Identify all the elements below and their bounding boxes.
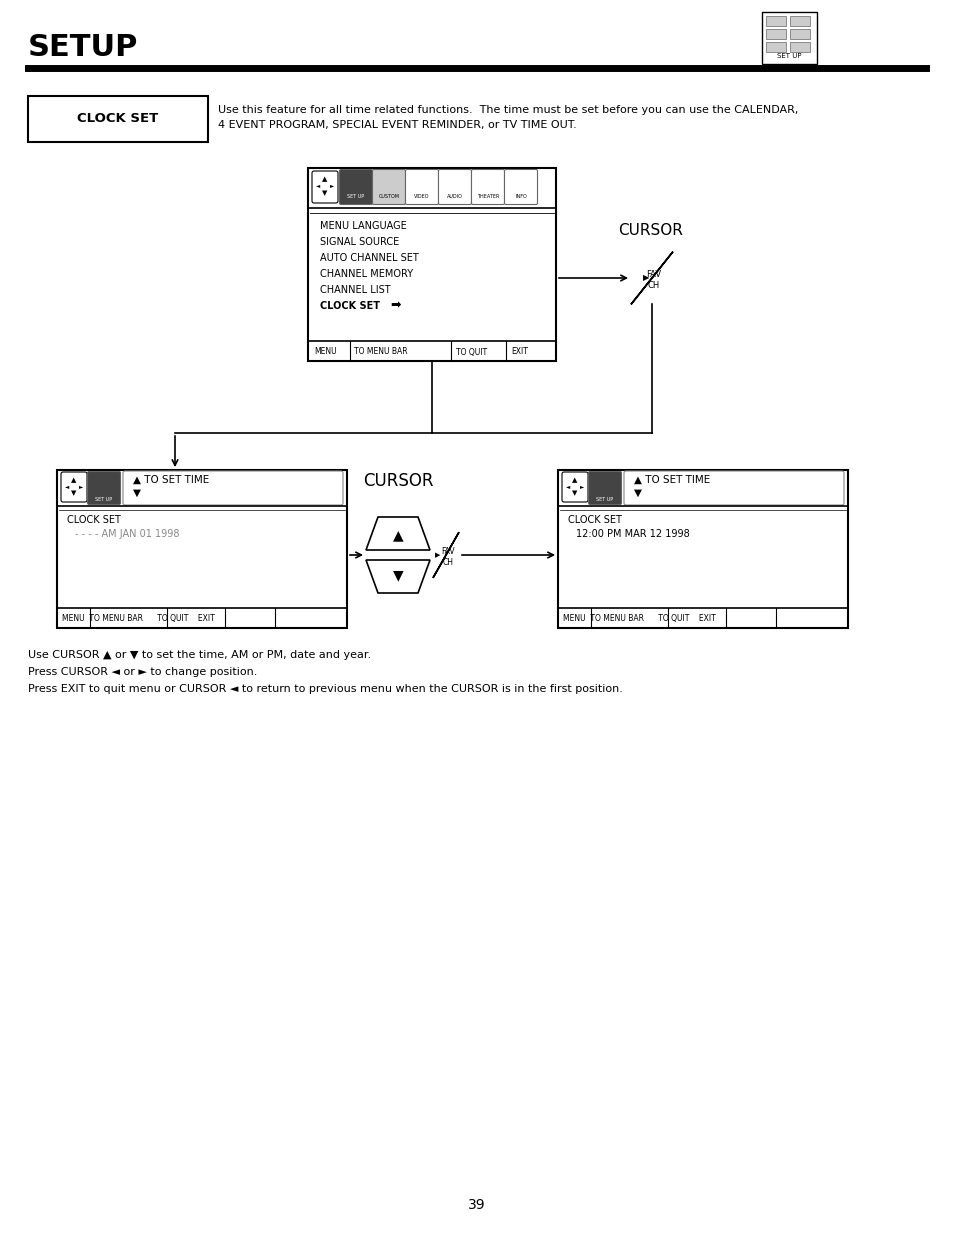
Text: SET UP: SET UP (95, 496, 112, 501)
FancyBboxPatch shape (504, 169, 537, 205)
Text: - - - - AM JAN 01 1998: - - - - AM JAN 01 1998 (75, 529, 179, 538)
Text: CLOCK SET: CLOCK SET (319, 301, 379, 311)
Text: AUDIO: AUDIO (447, 194, 462, 199)
Text: 4 EVENT PROGRAM, SPECIAL EVENT REMINDER, or TV TIME OUT.: 4 EVENT PROGRAM, SPECIAL EVENT REMINDER,… (218, 120, 577, 130)
FancyBboxPatch shape (765, 42, 785, 52)
Text: Use CURSOR ▲ or ▼ to set the time, AM or PM, date and year.: Use CURSOR ▲ or ▼ to set the time, AM or… (28, 650, 371, 659)
FancyBboxPatch shape (761, 12, 816, 64)
Text: MENU LANGUAGE: MENU LANGUAGE (319, 221, 406, 231)
Text: ▲ TO SET TIME: ▲ TO SET TIME (132, 475, 209, 485)
Text: Press CURSOR ◄ or ► to change position.: Press CURSOR ◄ or ► to change position. (28, 667, 257, 677)
Text: ▼: ▼ (322, 190, 327, 196)
Text: TO MENU BAR: TO MENU BAR (354, 347, 407, 357)
Text: CHANNEL LIST: CHANNEL LIST (319, 285, 390, 295)
Text: ◄: ◄ (565, 484, 570, 489)
Text: Press EXIT to quit menu or CURSOR ◄ to return to previous menu when the CURSOR i: Press EXIT to quit menu or CURSOR ◄ to r… (28, 684, 622, 694)
Text: TO QUIT: TO QUIT (456, 347, 487, 357)
Text: 39: 39 (468, 1198, 485, 1212)
Text: MENU  TO MENU BAR      TO QUIT    EXIT: MENU TO MENU BAR TO QUIT EXIT (562, 615, 715, 624)
Text: AUTO CHANNEL SET: AUTO CHANNEL SET (319, 253, 418, 263)
Text: ▼: ▼ (634, 488, 641, 498)
Text: ▼: ▼ (132, 488, 141, 498)
FancyBboxPatch shape (789, 42, 809, 52)
Text: CUSTOM: CUSTOM (378, 194, 399, 199)
Text: CURSOR: CURSOR (618, 224, 682, 238)
Text: MENU: MENU (314, 347, 336, 357)
Text: FAV
CH: FAV CH (646, 270, 660, 290)
Text: SET UP: SET UP (777, 53, 801, 59)
FancyBboxPatch shape (623, 471, 843, 505)
FancyBboxPatch shape (765, 16, 785, 26)
Text: ▼: ▼ (572, 490, 578, 496)
Polygon shape (630, 252, 672, 304)
Text: ▼: ▼ (71, 490, 76, 496)
FancyBboxPatch shape (789, 16, 809, 26)
FancyBboxPatch shape (88, 472, 120, 505)
Text: ▲: ▲ (393, 529, 403, 542)
FancyBboxPatch shape (57, 471, 347, 629)
Text: ▼: ▼ (393, 568, 403, 582)
Text: FAV
CH: FAV CH (440, 547, 455, 567)
FancyBboxPatch shape (789, 28, 809, 40)
FancyBboxPatch shape (61, 472, 87, 501)
FancyBboxPatch shape (561, 472, 587, 501)
FancyBboxPatch shape (372, 169, 405, 205)
Text: SETUP: SETUP (28, 33, 138, 63)
FancyBboxPatch shape (438, 169, 471, 205)
Text: SET UP: SET UP (596, 496, 613, 501)
Text: ◄: ◄ (315, 184, 320, 189)
Text: SIGNAL SOURCE: SIGNAL SOURCE (319, 237, 399, 247)
Text: 12:00 PM MAR 12 1998: 12:00 PM MAR 12 1998 (576, 529, 689, 538)
Text: CHANNEL MEMORY: CHANNEL MEMORY (319, 269, 413, 279)
Text: ▶: ▶ (435, 552, 440, 558)
Text: ➡: ➡ (390, 300, 400, 312)
FancyBboxPatch shape (558, 471, 847, 629)
Text: MENU  TO MENU BAR      TO QUIT    EXIT: MENU TO MENU BAR TO QUIT EXIT (62, 615, 214, 624)
Text: ►: ► (579, 484, 583, 489)
FancyBboxPatch shape (588, 472, 620, 505)
Text: ▲: ▲ (71, 477, 76, 483)
FancyBboxPatch shape (28, 96, 208, 142)
FancyBboxPatch shape (339, 169, 372, 205)
Text: EXIT: EXIT (511, 347, 527, 357)
Text: ►: ► (79, 484, 83, 489)
Text: Use this feature for all time related functions.  The time must be set before yo: Use this feature for all time related fu… (218, 105, 798, 115)
Polygon shape (366, 517, 430, 550)
Text: CLOCK SET: CLOCK SET (567, 515, 621, 525)
Text: CURSOR: CURSOR (362, 472, 433, 490)
Text: CLOCK SET: CLOCK SET (67, 515, 121, 525)
Text: ◄: ◄ (65, 484, 69, 489)
Polygon shape (366, 559, 430, 593)
Text: ►: ► (330, 184, 334, 189)
Text: SET UP: SET UP (347, 194, 364, 199)
Text: VIDEO: VIDEO (414, 194, 429, 199)
FancyBboxPatch shape (471, 169, 504, 205)
Polygon shape (433, 532, 458, 578)
Text: ▶: ▶ (642, 273, 649, 283)
FancyBboxPatch shape (308, 168, 556, 361)
FancyBboxPatch shape (405, 169, 438, 205)
Text: CLOCK SET: CLOCK SET (77, 112, 158, 126)
Text: ▲ TO SET TIME: ▲ TO SET TIME (634, 475, 709, 485)
Text: ▲: ▲ (572, 477, 578, 483)
FancyBboxPatch shape (123, 471, 343, 505)
Text: THEATER: THEATER (476, 194, 498, 199)
FancyBboxPatch shape (765, 28, 785, 40)
Text: ▲: ▲ (322, 177, 327, 182)
Text: INFO: INFO (515, 194, 526, 199)
FancyBboxPatch shape (312, 170, 337, 203)
